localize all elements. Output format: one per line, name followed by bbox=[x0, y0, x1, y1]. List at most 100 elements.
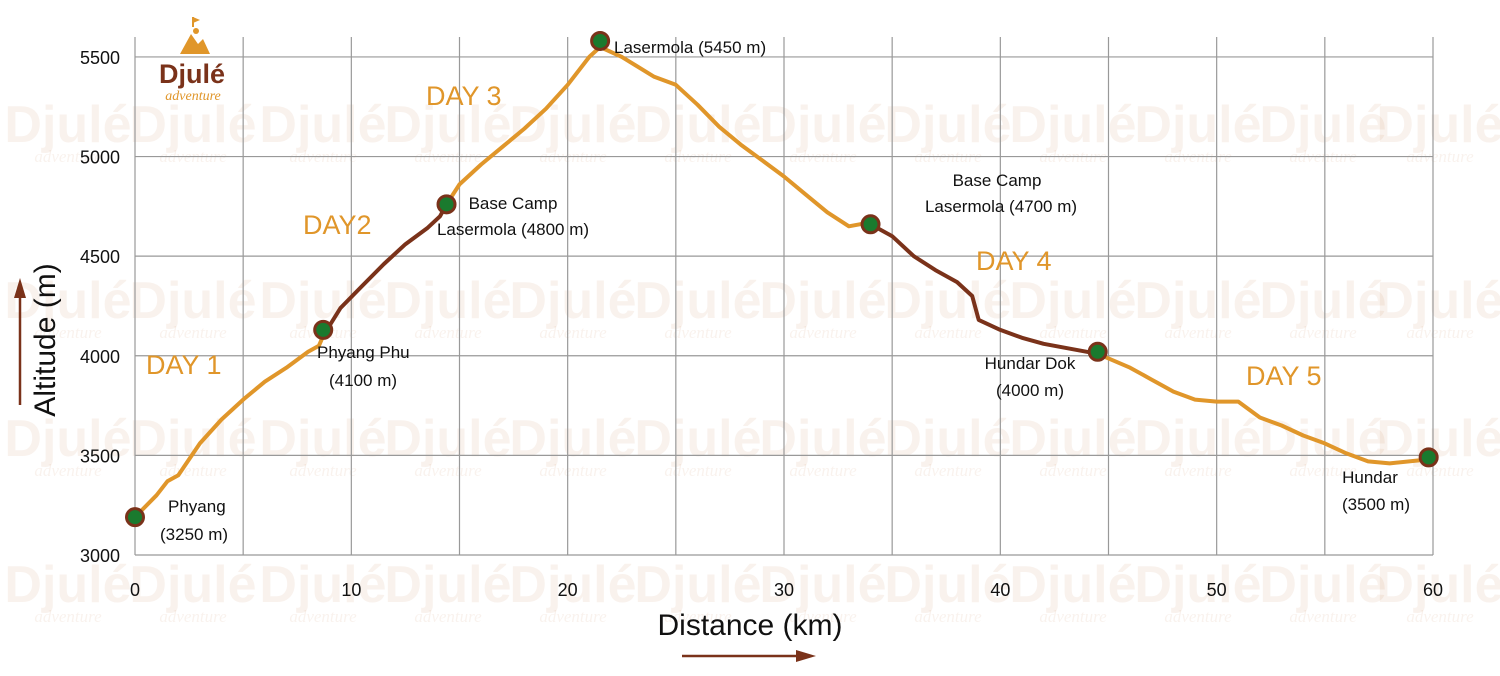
y-axis-title: Altitude (m) bbox=[29, 263, 62, 416]
watermark-name: Djulé bbox=[884, 272, 1011, 330]
x-tick-label: 60 bbox=[1423, 580, 1443, 600]
day-label: DAY 4 bbox=[976, 246, 1052, 276]
watermark-name: Djulé bbox=[4, 272, 131, 330]
watermark-tagline: adventure bbox=[159, 461, 227, 480]
watermark-name: Djulé bbox=[1009, 556, 1136, 614]
x-tick-label: 20 bbox=[558, 580, 578, 600]
watermark-name: Djulé bbox=[759, 410, 886, 468]
trail-segment bbox=[868, 222, 1100, 356]
watermark-name: Djulé bbox=[884, 96, 1011, 154]
trail-segment bbox=[321, 202, 449, 338]
x-axis-arrow-icon bbox=[682, 650, 816, 662]
x-tick-label: 0 bbox=[130, 580, 140, 600]
watermark-tagline: adventure bbox=[1164, 323, 1232, 342]
x-axis-title-group: Distance (km) bbox=[657, 609, 843, 662]
waypoint-markers bbox=[125, 30, 1439, 528]
watermark-name: Djulé bbox=[1376, 272, 1500, 330]
watermark-name: Djulé bbox=[1376, 96, 1500, 154]
watermark-name: Djulé bbox=[1259, 556, 1386, 614]
waypoint-marker bbox=[590, 30, 611, 51]
y-tick-label: 4000 bbox=[80, 347, 120, 367]
watermark-tagline: adventure bbox=[1406, 607, 1474, 626]
watermark-name: Djulé bbox=[384, 272, 511, 330]
watermark-name: Djulé bbox=[384, 410, 511, 468]
watermark-name: Djulé bbox=[129, 410, 256, 468]
waypoint-altitude: Lasermola (4800 m) bbox=[437, 220, 589, 239]
watermark-tagline: adventure bbox=[289, 461, 357, 480]
watermark-name: Djulé bbox=[759, 272, 886, 330]
watermark-tagline: adventure bbox=[414, 607, 482, 626]
watermark-name: Djulé bbox=[1134, 410, 1261, 468]
x-axis-title: Distance (km) bbox=[657, 609, 842, 642]
watermark-name: Djulé bbox=[1259, 96, 1386, 154]
watermark-tagline: adventure bbox=[159, 323, 227, 342]
watermark-name: Djulé bbox=[384, 556, 511, 614]
watermark-name: Djulé bbox=[1009, 96, 1136, 154]
watermark-tagline: adventure bbox=[1164, 461, 1232, 480]
y-axis-title-group: Altitude (m) bbox=[14, 263, 62, 417]
day-label: DAY 3 bbox=[426, 81, 502, 111]
watermark-name: Djulé bbox=[759, 556, 886, 614]
watermark-tagline: adventure bbox=[914, 461, 982, 480]
watermark-tagline: adventure bbox=[789, 607, 857, 626]
watermark-name: Djulé bbox=[4, 96, 131, 154]
watermark-name: Djulé bbox=[1259, 272, 1386, 330]
watermark-tagline: adventure bbox=[789, 323, 857, 342]
watermark-tagline: adventure bbox=[539, 461, 607, 480]
watermark-tagline: adventure bbox=[1039, 607, 1107, 626]
watermark-layer: DjuléadventureDjuléadventureDjuléadventu… bbox=[4, 96, 1500, 626]
watermark-name: Djulé bbox=[759, 96, 886, 154]
watermark-name: Djulé bbox=[129, 96, 256, 154]
watermark-tagline: adventure bbox=[914, 323, 982, 342]
waypoint-marker bbox=[1418, 447, 1439, 468]
watermark-tagline: adventure bbox=[1289, 607, 1357, 626]
axis-ticks: 0 10 20 30 40 50 60 3000 3500 4000 4500 5000 5500 bbox=[80, 48, 1443, 600]
watermark-tagline: adventure bbox=[34, 461, 102, 480]
watermark-tagline: adventure bbox=[34, 607, 102, 626]
watermark-tagline: adventure bbox=[289, 607, 357, 626]
day-labels: DAY 1 DAY2 DAY 3 DAY 4 DAY 5 bbox=[146, 81, 1322, 391]
watermark-tagline: adventure bbox=[1039, 461, 1107, 480]
waypoint-altitude: Lasermola (4700 m) bbox=[925, 197, 1077, 216]
trail-segment bbox=[1095, 351, 1431, 466]
waypoint-marker bbox=[1087, 341, 1108, 362]
y-axis-arrow-icon bbox=[14, 278, 26, 405]
x-tick-label: 40 bbox=[990, 580, 1010, 600]
watermark-tagline: adventure bbox=[1406, 147, 1474, 166]
watermark-tagline: adventure bbox=[664, 607, 732, 626]
logo-name: Djulé bbox=[159, 59, 225, 89]
y-tick-label: 3500 bbox=[80, 446, 120, 466]
watermark-tagline: adventure bbox=[1406, 461, 1474, 480]
watermark-name: Djulé bbox=[634, 410, 761, 468]
day-label: DAY2 bbox=[303, 210, 372, 240]
watermark-name: Djulé bbox=[634, 556, 761, 614]
waypoint-name: Hundar bbox=[1342, 468, 1398, 487]
waypoint-altitude: (4000 m) bbox=[996, 381, 1064, 400]
